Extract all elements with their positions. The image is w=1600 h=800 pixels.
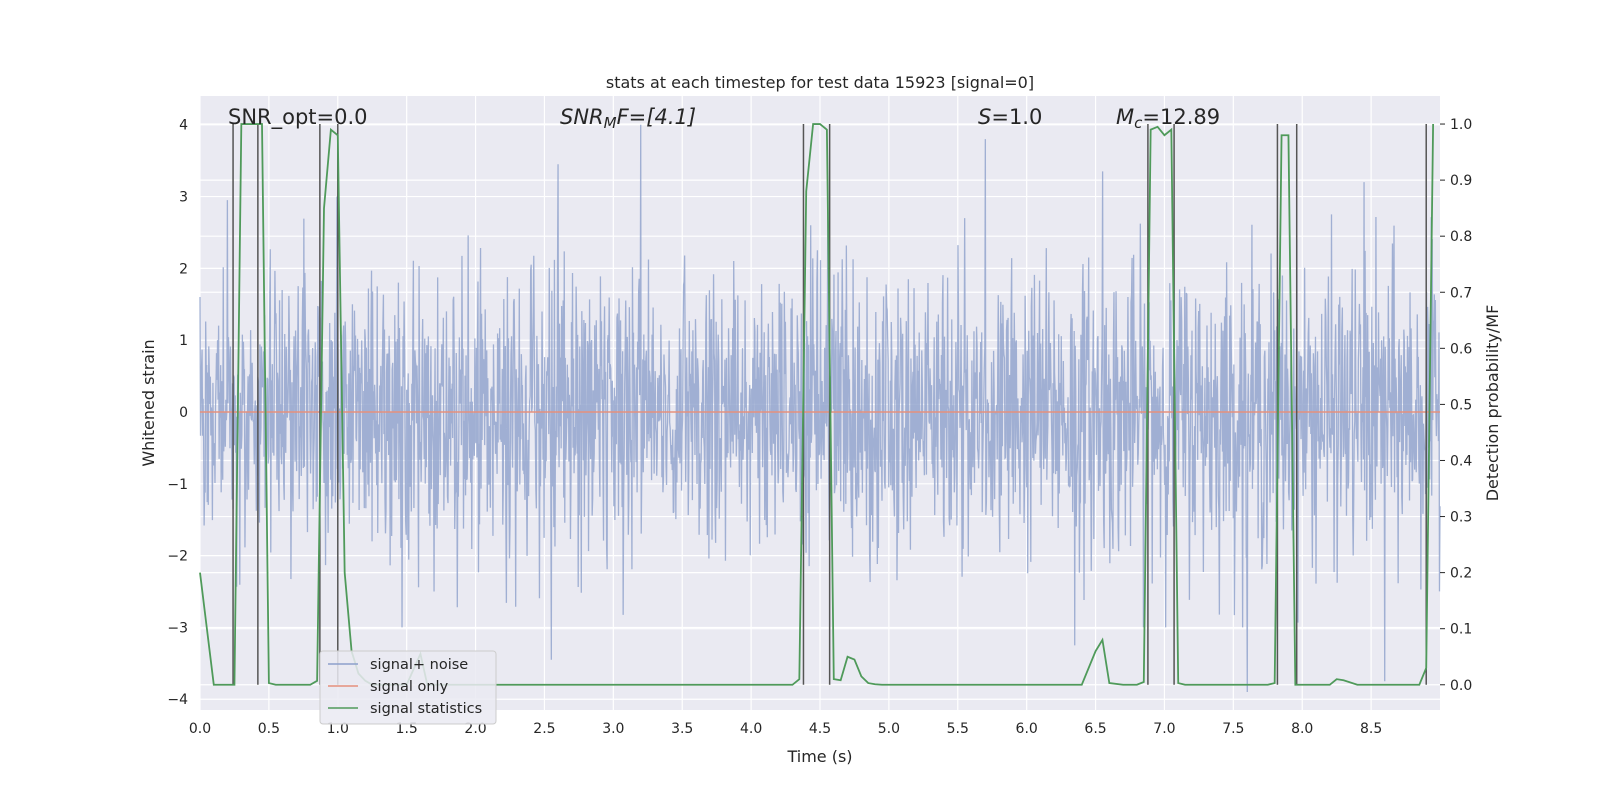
y-tick-label: −1 [167,477,188,493]
x-tick-label: 4.5 [809,721,831,737]
x-axis-label: Time (s) [786,747,852,766]
y2-tick-label: 1.0 [1450,117,1472,133]
x-tick-label: 3.5 [671,721,693,737]
y2-tick-label: 0.1 [1450,622,1472,638]
y-tick-label: 2 [179,261,188,277]
x-tick-label: 2.5 [533,721,555,737]
y2-axis-label: Detection probability/MF [1483,305,1502,502]
annotation-snr-mf-sub: M [604,114,617,132]
y-tick-label: −2 [167,549,188,565]
annotation-s-italic: S [978,105,991,129]
annotation-mc: Mc=12.89 [1116,105,1220,132]
x-tick-label: 6.0 [1016,721,1038,737]
x-tick-label: 7.0 [1153,721,1175,737]
y2-tick-label: 0.5 [1450,397,1472,413]
legend: signal+ noise signal only signal statist… [319,650,497,725]
x-axis-ticks: 0.0 0.5 1.0 1.5 2.0 2.5 3.0 3.5 4.0 4.5 5.0 5.5 6.0 6… [189,721,1382,737]
x-tick-label: 1.0 [327,721,349,737]
y-tick-label: −4 [167,692,188,708]
annotation-mc-rest: =12.89 [1142,105,1220,129]
signal-noise-series [199,124,1441,693]
annotation-snr-mf-main: SNR [560,105,604,129]
x-tick-label: 2.0 [464,721,486,737]
annotation-snr-mf-rest: F=[4.1] [617,105,696,129]
x-tick-label: 0.0 [189,721,211,737]
annotation-snr-mf: SNRMF=[4.1] [560,105,696,132]
y-axis-label: Whitened strain [139,339,158,466]
y-tick-label: 4 [179,118,188,134]
y-tick-label: 1 [179,333,188,349]
y-tick-label: 0 [179,405,188,421]
x-tick-label: 0.5 [258,721,280,737]
annotation-mc-italic: M [1116,105,1134,129]
y2-tick-label: 0.8 [1450,229,1472,245]
annotation-s-rest: =1.0 [991,105,1042,129]
annotation-snr-opt: SNR_opt=0.0 [228,105,368,130]
signal-noise-line [199,124,1441,693]
x-tick-label: 3.0 [602,721,624,737]
annotation-s: S=1.0 [978,105,1042,129]
y2-tick-label: 0.2 [1450,566,1472,582]
legend-label-signal-noise: signal+ noise [370,657,468,673]
y-axis-ticks: 4 3 2 1 0 −1 −2 −3 −4 [167,118,188,709]
y2-tick-label: 0.4 [1450,453,1472,469]
y2-tick-label: 0.6 [1450,341,1472,357]
x-tick-label: 6.5 [1084,721,1106,737]
signal-statistics-series [199,123,1435,686]
x-tick-label: 7.5 [1222,721,1244,737]
x-tick-label: 1.5 [396,721,418,737]
y-tick-label: 3 [179,190,188,206]
legend-label-signal-statistics: signal statistics [370,701,482,717]
x-tick-label: 4.0 [740,721,762,737]
x-tick-label: 5.0 [878,721,900,737]
y2-tick-label: 0.0 [1450,678,1472,694]
legend-label-signal-only: signal only [370,679,449,695]
chart-title: stats at each timestep for test data 159… [606,73,1034,92]
y-tick-label: −3 [167,620,188,636]
x-tick-label: 5.5 [947,721,969,737]
y2-tick-label: 0.3 [1450,510,1472,526]
legend-box [319,650,497,725]
annotation-mc-sub: c [1134,114,1143,132]
x-tick-label: 8.0 [1291,721,1313,737]
signal-statistics-line [199,123,1435,686]
x-tick-label: 8.5 [1360,721,1382,737]
y2-tick-label: 0.9 [1450,173,1472,189]
y2-axis-ticks: 1.0 0.9 0.8 0.7 0.6 0.5 0.4 0.3 0.2 0.1 0.0 [1440,117,1472,694]
y2-tick-label: 0.7 [1450,285,1472,301]
